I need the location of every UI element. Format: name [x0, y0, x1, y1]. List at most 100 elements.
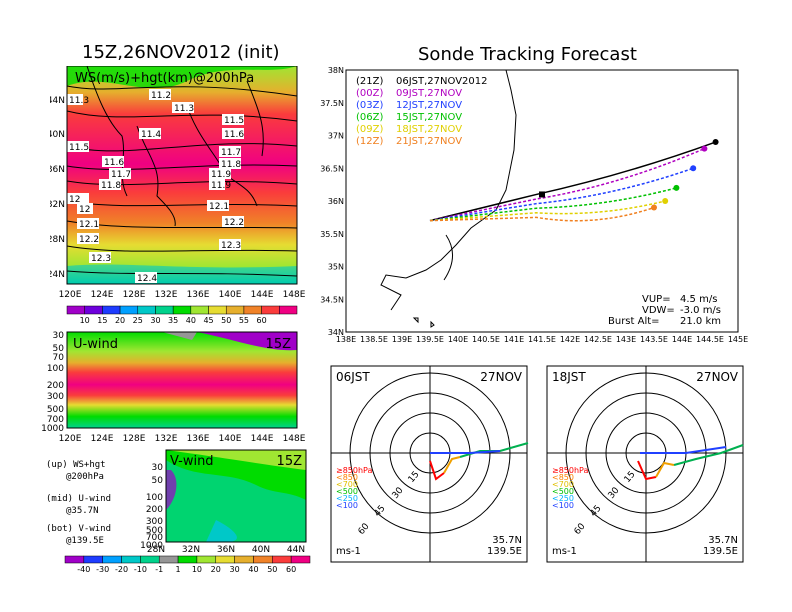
param-val-2: 21.0 km — [680, 316, 721, 327]
track-legend-jst-3: 15JST,27NOV — [396, 112, 462, 123]
vwind-lat-tick-1: 32N — [182, 545, 200, 554]
ws-colorbar-swatch-11 — [261, 305, 280, 315]
contour-label-8: 11.7 — [221, 148, 241, 158]
param-key-1: VDW= — [642, 305, 675, 316]
left-title: 15Z,26NOV2012 (init) — [82, 42, 280, 63]
wind-colorbar-swatch-9 — [234, 555, 254, 564]
wind-colorbar-swatch-6 — [177, 555, 198, 564]
contour-labels: 11.2 11.3 11.4 11.5 11.5 11.6 11.6 11.7 … — [67, 89, 244, 284]
wind-colorbar-swatch-3 — [121, 555, 141, 564]
wind-colorbar-label-4: -1 — [155, 565, 163, 574]
contour-label-7: 11.6 — [104, 158, 124, 168]
uwind-p-tick-1: 50 — [53, 344, 65, 354]
param-val-1: -3.0 m/s — [680, 305, 721, 316]
map-lon-tick-2: 128E — [123, 290, 146, 300]
ws-colorbar-label-7: 45 — [203, 316, 213, 325]
contour-label-4: 11.5 — [224, 116, 244, 126]
legend-note-0b: @200hPa — [66, 472, 104, 482]
wind-colorbar-label-9: 40 — [248, 565, 258, 574]
vwind-label: V-wind — [170, 454, 214, 469]
ws-colorbar-swatch-12 — [279, 305, 298, 315]
track-legend-jst-5: 21JST,27NOV — [396, 136, 462, 147]
ws-colorbar-label-2: 20 — [115, 316, 125, 325]
track-end-3 — [673, 184, 680, 191]
ws-colorbar-swatch-7 — [190, 305, 209, 315]
track-end-2 — [690, 165, 697, 172]
track-lat-tick-6: 35N — [328, 263, 344, 272]
track-lon-tick-1: 138.5E — [360, 335, 388, 344]
vwind-p-tick-0: 30 — [152, 463, 164, 473]
track-lon-tick-5: 140.5E — [472, 335, 500, 344]
ws-colorbar-swatch-8 — [208, 305, 227, 315]
uwind-panel: U-wind 15Z 30 50 70 100 200 300 500 700 … — [41, 331, 306, 444]
hodo-time: 06JST — [336, 370, 370, 384]
map-lat-tick-5: 24N — [50, 270, 65, 280]
map-lon-tick-3: 132E — [155, 290, 178, 300]
track-lon-tick-3: 139.5E — [416, 335, 444, 344]
wind-colorbar-swatch-0 — [64, 555, 85, 564]
track-line-5 — [429, 206, 655, 222]
contour-label-10: 11.8 — [221, 160, 241, 170]
map-lat-tick-4: 28N — [50, 235, 65, 245]
map-lat-tick-1: 40N — [50, 130, 65, 140]
wind-colorbar-swatch-8 — [215, 555, 235, 564]
vwind-p-tick-2: 100 — [146, 493, 163, 503]
track-line-4 — [429, 200, 666, 222]
hodo-legend-5: <100 — [552, 501, 574, 510]
map-lon-tick-1: 124E — [91, 290, 114, 300]
map-lat-tick-2: 36N — [50, 165, 65, 175]
vwind-p-tick-3: 200 — [146, 505, 163, 515]
wind-colorbar-swatch-4 — [140, 555, 160, 564]
hodo-lat: 35.7N — [708, 535, 738, 546]
uwind-lon-tick-4: 136E — [187, 434, 210, 444]
param-val-0: 4.5 m/s — [680, 294, 717, 305]
uwind-time: 15Z — [266, 337, 292, 352]
track-line-2 — [429, 167, 694, 222]
uwind-p-tick-8: 1000 — [41, 424, 64, 434]
wind-colorbar-swatch-10 — [253, 555, 273, 564]
wind-colorbar: -40 -30 -20 -10 -1 1 10 20 30 40 50 60 — [64, 555, 311, 574]
ws-colorbar-swatch-1 — [84, 305, 103, 315]
hodo-trace-low — [429, 460, 445, 481]
wind-colorbar-label-0: -40 — [77, 565, 90, 574]
track-lat-tick-7: 34.5N — [320, 295, 344, 304]
uwind-lon-tick-1: 124E — [91, 434, 114, 444]
tracks — [429, 139, 719, 222]
map-lat-tick-0: 44N — [50, 96, 65, 106]
ws-colorbar-swatch-9 — [225, 305, 245, 315]
contour-label-21: 12.3 — [221, 241, 241, 251]
contour-label-18: 12.2 — [79, 235, 99, 245]
hodo-trace-mid — [443, 456, 461, 474]
hodo-unit: ms-1 — [336, 546, 361, 557]
hodo-trace-mid — [655, 461, 675, 478]
contour-label-14: 11.9 — [211, 181, 231, 191]
contour-label-0: 11.3 — [69, 96, 89, 106]
wind-colorbar-swatch-11 — [272, 555, 292, 564]
vwind-time: 15Z — [277, 454, 303, 469]
ws-colorbar-label-0: 10 — [80, 316, 90, 325]
ws-colorbar-swatch-2 — [102, 305, 121, 315]
track-lat-tick-5: 35.5N — [320, 230, 344, 239]
track-legend-utc-3: (06Z) — [356, 112, 383, 123]
vwind-p-tick-7: 1000 — [140, 541, 163, 551]
contour-label-1: 11.2 — [151, 91, 171, 101]
track-map-panel: (21Z) 06JST,27NOV2012 (00Z) 09JST,27NOV (03Z… — [320, 66, 748, 344]
param-key-2: Burst Alt= — [608, 316, 660, 327]
ws-colorbar-label-8: 50 — [221, 316, 231, 325]
map-lon-tick-6: 144E — [251, 290, 274, 300]
track-line-0 — [429, 141, 716, 222]
vwind-lat-tick-2: 36N — [217, 545, 235, 554]
track-legend-utc-4: (09Z) — [356, 124, 383, 135]
track-lon-tick-9: 142.5E — [584, 335, 612, 344]
contour-label-3: 11.4 — [141, 130, 161, 140]
track-legend-jst-4: 18JST,27NOV — [396, 124, 462, 135]
track-lat-tick-1: 37.5N — [320, 99, 344, 108]
ws-colorbar-swatch-10 — [243, 305, 262, 315]
wind-colorbar-label-3: -10 — [134, 565, 147, 574]
track-lon-tick-0: 138E — [336, 335, 356, 344]
map-lon-tick-0: 120E — [59, 290, 82, 300]
wind-colorbar-label-1: -30 — [96, 565, 109, 574]
contour-label-22: 12.4 — [137, 274, 157, 284]
contour-label-12: 11.9 — [211, 170, 231, 180]
